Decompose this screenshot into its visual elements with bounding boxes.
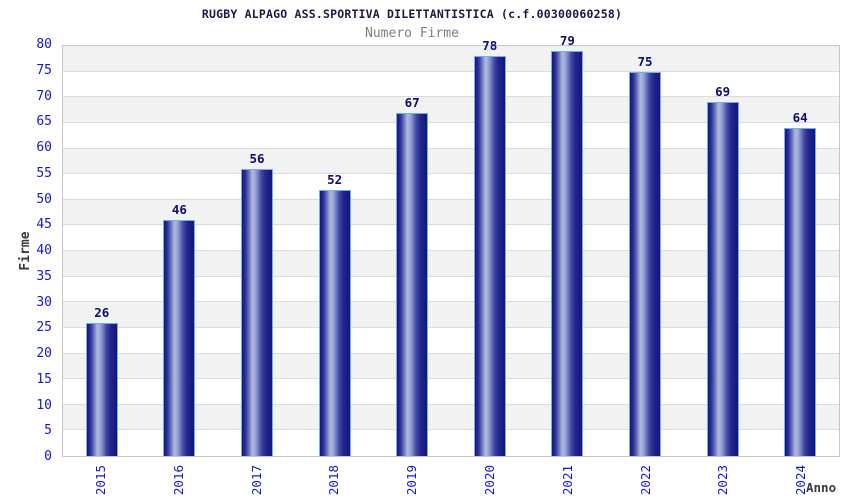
bar-slot: 56: [218, 46, 296, 456]
x-axis-title: Anno: [806, 480, 837, 495]
bar-slot: 52: [296, 46, 374, 456]
bar-slot: 67: [373, 46, 451, 456]
bar-slot: 64: [761, 46, 839, 456]
bar-value-label: 64: [792, 110, 808, 125]
plot-band: [63, 46, 839, 72]
bar-value-label: 67: [404, 94, 420, 110]
gridline: [63, 198, 839, 200]
bar-value-label: 75: [637, 53, 653, 69]
bar-2019: [396, 112, 429, 456]
gridline: [63, 301, 839, 303]
y-tick-label: 65: [36, 114, 52, 130]
bar-2020: [473, 56, 506, 456]
gridline: [63, 378, 839, 380]
y-axis: 0 5 10 15 20 25 30 35 40 45 50 55 60 65 70 75 80: [0, 37, 52, 464]
gridline: [63, 403, 839, 405]
gridline: [63, 352, 839, 354]
chart-subtitle: Numero Firme: [365, 26, 459, 41]
x-tick-label: 2016: [170, 465, 186, 496]
bar-2022: [628, 71, 661, 456]
bar-value-label: 52: [327, 171, 343, 187]
x-tick-label: 2021: [559, 465, 575, 496]
bar-slot: 46: [141, 46, 219, 456]
y-tick-label: 50: [36, 191, 52, 207]
bar-value-label: 79: [559, 33, 575, 49]
x-tick-label: 2018: [326, 465, 342, 496]
gridline: [63, 429, 839, 431]
x-tick-label: 2019: [404, 465, 420, 496]
y-tick-label: 75: [36, 62, 52, 78]
bar-slot: 69: [684, 46, 762, 456]
y-tick-label: 80: [36, 37, 52, 52]
bar-2023: [706, 102, 739, 456]
x-tick-label: 2020: [481, 465, 497, 496]
y-tick-label: 25: [36, 320, 52, 336]
x-tick-label: 2017: [248, 465, 264, 496]
y-tick-label: 0: [44, 449, 52, 464]
bar-slot: 26: [63, 46, 141, 456]
gridline: [63, 173, 839, 175]
gridline: [63, 275, 839, 277]
x-tick-label: 2015: [92, 465, 108, 496]
chart-title: RUGBY ALPAGO ASS.SPORTIVA DILETTANTISTIC…: [201, 7, 623, 21]
bar-2024: [784, 128, 817, 456]
bar-slot: 78: [451, 39, 529, 456]
bar-2017: [240, 169, 273, 456]
bar-slot: 79: [529, 34, 607, 456]
x-tick-label: 2022: [637, 465, 653, 496]
gridline: [63, 224, 839, 226]
y-tick-label: 20: [36, 346, 52, 361]
y-tick-label: 30: [36, 294, 52, 310]
bar-2018: [318, 189, 351, 456]
gridline: [63, 70, 839, 72]
y-tick-label: 55: [36, 165, 52, 181]
plot-band: [63, 71, 839, 98]
y-tick-label: 60: [36, 140, 52, 155]
gridline: [63, 96, 839, 98]
gridline: [63, 326, 839, 328]
gridline: [63, 121, 839, 123]
bar-value-label: 69: [715, 84, 731, 100]
x-tick-label: 2023: [715, 465, 731, 496]
bar-2016: [163, 220, 196, 456]
plot-area: 26 46 56 52 67 78 79 75 69 64: [62, 34, 840, 457]
y-tick-label: 70: [36, 88, 52, 104]
gridline: [63, 250, 839, 251]
bar-value-label: 46: [171, 202, 187, 218]
x-axis: 2015 2016 2017 2018 2019 2020 2021 2022 2023 2024: [62, 465, 840, 499]
y-tick-label: 35: [36, 268, 52, 284]
y-tick-label: 15: [36, 371, 52, 387]
bar-value-label: 26: [94, 304, 110, 320]
bar-2015: [85, 322, 118, 456]
gridline: [63, 147, 839, 149]
bar-value-label: 78: [482, 38, 498, 54]
y-tick-label: 40: [36, 243, 52, 258]
y-tick-label: 5: [44, 423, 52, 439]
bar-slot: 75: [606, 46, 684, 456]
bar-2021: [551, 51, 584, 456]
bar-value-label: 56: [249, 151, 265, 166]
y-tick-label: 45: [36, 217, 52, 233]
y-tick-label: 10: [36, 397, 52, 413]
